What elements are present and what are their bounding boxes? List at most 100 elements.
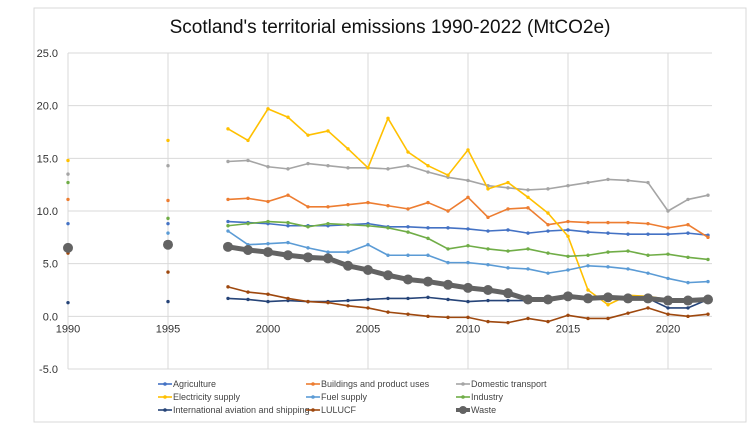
data-point: [246, 196, 250, 201]
legend-item: Electricity supply: [158, 392, 241, 402]
data-point: [686, 306, 690, 310]
data-point: [466, 227, 470, 231]
data-point: [646, 232, 650, 236]
data-point: [243, 244, 253, 255]
data-point: [266, 165, 270, 169]
data-point: [666, 276, 670, 281]
y-tick-label: 10.0: [37, 206, 58, 218]
data-point: [326, 205, 330, 209]
data-point: [66, 172, 70, 176]
data-point: [446, 315, 450, 320]
y-tick-label: 20.0: [37, 101, 58, 113]
data-point: [266, 241, 270, 246]
series-industry: [66, 180, 710, 262]
x-tick-label: 2015: [556, 323, 580, 335]
data-point: [166, 299, 170, 304]
data-point: [346, 298, 350, 303]
data-point: [66, 180, 70, 185]
data-point: [526, 195, 530, 200]
data-point: [626, 267, 630, 271]
data-point: [606, 177, 610, 182]
data-point: [66, 300, 70, 305]
x-tick-label: 2000: [256, 323, 280, 335]
data-point: [383, 270, 393, 281]
data-point: [443, 279, 453, 290]
data-point: [406, 207, 410, 211]
series-domestic-transport: [66, 158, 710, 213]
data-point: [546, 222, 550, 227]
data-point: [686, 314, 690, 319]
legend-item: International aviation and shipping: [158, 405, 310, 415]
data-point: [306, 246, 310, 250]
data-point: [326, 221, 330, 226]
data-point: [566, 254, 570, 258]
data-point: [486, 319, 490, 324]
series-waste: [63, 239, 713, 306]
data-point: [246, 290, 250, 294]
data-point: [166, 198, 170, 203]
legend-marker: [459, 406, 467, 414]
data-point: [606, 250, 610, 254]
data-point: [546, 271, 550, 275]
data-point: [463, 282, 473, 293]
x-tick-label: 1990: [56, 323, 80, 335]
data-point: [706, 257, 710, 262]
data-point: [466, 260, 470, 265]
data-point: [403, 274, 413, 285]
data-point: [66, 197, 70, 202]
data-point: [406, 225, 410, 229]
data-point: [63, 242, 73, 253]
data-point: [346, 304, 350, 308]
data-point: [226, 229, 230, 233]
data-point: [606, 303, 610, 307]
legend-label: Fuel supply: [321, 392, 368, 402]
data-point: [326, 129, 330, 133]
data-point: [583, 293, 593, 304]
data-point: [663, 295, 673, 306]
data-point: [506, 249, 510, 253]
series-lulucf: [66, 251, 710, 325]
data-point: [666, 306, 670, 310]
data-point: [486, 229, 490, 233]
data-point: [166, 138, 170, 143]
legend-label: Electricity supply: [173, 392, 241, 402]
data-point: [603, 292, 613, 303]
data-point: [526, 267, 530, 271]
data-point: [646, 253, 650, 257]
data-point: [666, 232, 670, 236]
data-point: [626, 249, 630, 253]
data-point: [466, 244, 470, 248]
data-point: [366, 306, 370, 310]
data-point: [546, 251, 550, 255]
data-point: [566, 219, 570, 224]
legend-marker: [163, 395, 167, 399]
data-point: [466, 315, 470, 320]
data-point: [386, 204, 390, 208]
data-point: [166, 231, 170, 235]
data-point: [526, 206, 530, 210]
data-point: [426, 226, 430, 230]
data-point: [426, 164, 430, 168]
data-point: [666, 252, 670, 256]
data-point: [346, 222, 350, 227]
data-point: [706, 193, 710, 197]
data-point: [226, 285, 230, 289]
data-point: [586, 288, 590, 292]
data-point: [306, 205, 310, 209]
data-point: [266, 292, 270, 296]
data-point: [506, 228, 510, 232]
data-point: [226, 219, 230, 224]
legend-item: Industry: [456, 392, 504, 402]
data-point: [666, 209, 670, 213]
data-point: [646, 271, 650, 275]
legend-item: Buildings and product uses: [306, 379, 430, 389]
data-point: [343, 260, 353, 271]
data-point: [226, 197, 230, 202]
data-point: [226, 159, 230, 164]
chart-border: [33, 7, 747, 423]
data-point: [506, 186, 510, 190]
legend-label: International aviation and shipping: [173, 405, 310, 415]
data-point: [406, 230, 410, 234]
data-point: [546, 229, 550, 233]
